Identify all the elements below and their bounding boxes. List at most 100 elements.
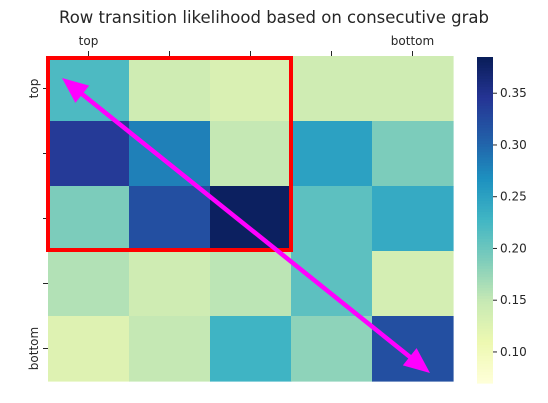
colorbar-segment [477,255,493,259]
colorbar-segment [477,374,493,379]
colorbar-segment [477,252,493,256]
colorbar-segment [477,209,493,213]
colorbar-segment [477,358,493,362]
colorbar-segment [477,369,493,373]
heatmap-cell [129,121,211,187]
colorbar-segment [477,279,493,284]
colorbar-segment [477,366,493,371]
colorbar-segment [477,268,493,273]
heatmap-cell [372,251,454,317]
colorbar-segment [477,154,493,159]
colorbar-segment [477,149,493,153]
colorbar-segment [477,361,493,365]
colorbar-segment [477,119,493,123]
colorbar-segment [477,173,493,178]
colorbar-segment [477,372,493,376]
colorbar: 0.10 0.15 0.20 0.25 0.30 0.35 [477,57,527,384]
heatmap-cell [372,186,454,252]
colorbar-segment [477,266,493,270]
colorbar-segment [477,220,493,224]
colorbar-segment [477,105,493,110]
arrow-head [402,348,430,373]
colorbar-segment [477,122,493,126]
heatmap-cell [291,251,373,317]
colorbar-segment [477,306,493,311]
colorbar-segment [477,228,493,232]
x-axis: top bottom [79,34,434,56]
colorbar-segment [477,65,493,69]
colorbar-segment [477,344,493,349]
colorbar-segment [477,111,493,115]
colorbar-segment [477,138,493,142]
colorbar-segment [477,347,493,351]
colorbar-segment [477,143,493,148]
heatmap-cell [372,121,454,187]
diagonal-arrow [62,78,430,373]
heatmap-cell [129,316,211,382]
x-tick-label: bottom [391,34,434,48]
colorbar-segment [477,92,493,96]
highlight-box [46,56,293,252]
heatmap-cell [210,316,292,382]
colorbar-segment [477,203,493,208]
colorbar-segment [477,187,493,191]
heatmap-cell [372,316,454,382]
colorbar-segment [477,192,493,197]
colorbar-segment [477,363,493,368]
colorbar-segment [477,241,493,246]
colorbar-segment [477,260,493,265]
heatmap-cell [210,56,292,122]
colorbar-segment [477,274,493,278]
colorbar-tick-label: 0.35 [500,86,527,100]
colorbar-segment [477,157,493,161]
colorbar-segment [477,217,493,221]
colorbar-segment [477,57,493,61]
colorbar-segment [477,124,493,129]
colorbar-segment [477,179,493,183]
colorbar-segment [477,312,493,316]
heatmap-cell [291,121,373,187]
heatmap-cell [48,56,130,122]
colorbar-segment [477,258,493,262]
colorbar-segment [477,230,493,235]
colorbar-segment [477,271,493,275]
colorbar-segment [477,336,493,341]
colorbar-tick-label: 0.20 [500,241,527,255]
colorbar-segment [477,287,493,292]
colorbar-segment [477,331,493,335]
arrow-head [62,78,90,103]
colorbar-segment [477,97,493,102]
colorbar-segment [477,62,493,66]
colorbar-segment [477,293,493,297]
colorbar-segment [477,339,493,343]
colorbar-segment [477,249,493,254]
heatmap-cell [210,121,292,187]
heatmap-cell [48,251,130,317]
y-tick-label: bottom [27,327,41,370]
colorbar-segment [477,103,493,107]
colorbar-segment [477,73,493,77]
heatmap-cell [372,56,454,122]
arrow-shaft [76,89,416,362]
colorbar-segment [477,89,493,93]
colorbar-segment [477,76,493,80]
colorbar-segment [477,181,493,186]
colorbar-segment [477,168,493,172]
colorbar-segment [477,146,493,150]
colorbar-segment [477,282,493,286]
heatmap-cell [129,56,211,122]
heatmap-cell [291,56,373,122]
colorbar-segment [477,211,493,216]
colorbar-segment [477,171,493,175]
colorbar-segment [477,309,493,313]
colorbar-segment [477,176,493,180]
colorbar-segment [477,244,493,248]
colorbar-segment [477,70,493,74]
colorbar-segment [477,206,493,210]
y-axis: top bottom [27,79,48,370]
colorbar-segment [477,130,493,134]
colorbar-segment [477,135,493,140]
x-tick-label: top [79,34,99,48]
colorbar-segment [477,84,493,88]
